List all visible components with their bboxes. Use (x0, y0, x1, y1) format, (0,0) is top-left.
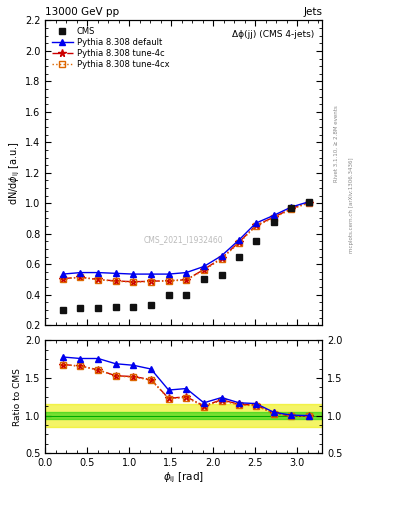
Pythia 8.308 default (61, 271, 65, 277)
Pythia 8.308 tune-4cx (289, 206, 294, 212)
Pythia 8.308 default (237, 237, 242, 243)
Text: mcplots.cern.ch [arXiv:1306.3436]: mcplots.cern.ch [arXiv:1306.3436] (349, 157, 354, 252)
Pythia 8.308 tune-4c (113, 278, 118, 284)
CMS (184, 292, 189, 298)
CMS (149, 302, 153, 308)
CMS (113, 304, 118, 310)
Pythia 8.308 tune-4c (149, 278, 153, 284)
Pythia 8.308 default (149, 271, 153, 277)
Pythia 8.308 tune-4c (96, 276, 101, 283)
Pythia 8.308 tune-4c (202, 266, 206, 272)
Pythia 8.308 tune-4c (166, 278, 171, 284)
Text: Δϕ(jj) (CMS 4-jets): Δϕ(jj) (CMS 4-jets) (232, 30, 314, 38)
Text: CMS_2021_I1932460: CMS_2021_I1932460 (144, 236, 224, 244)
Line: Pythia 8.308 tune-4c: Pythia 8.308 tune-4c (59, 199, 313, 286)
Pythia 8.308 tune-4cx (237, 240, 242, 246)
CMS (202, 276, 206, 283)
Pythia 8.308 default (307, 199, 311, 205)
Y-axis label: Ratio to CMS: Ratio to CMS (13, 368, 22, 426)
Legend: CMS, Pythia 8.308 default, Pythia 8.308 tune-4c, Pythia 8.308 tune-4cx: CMS, Pythia 8.308 default, Pythia 8.308 … (50, 25, 172, 72)
Pythia 8.308 default (219, 253, 224, 259)
Pythia 8.308 tune-4cx (202, 267, 206, 273)
Pythia 8.308 default (271, 212, 276, 219)
CMS (78, 305, 83, 311)
CMS (166, 292, 171, 298)
Text: 13000 GeV pp: 13000 GeV pp (45, 8, 119, 17)
X-axis label: $\phi_{\rm ij}$ [rad]: $\phi_{\rm ij}$ [rad] (163, 471, 204, 485)
Text: Jets: Jets (303, 8, 322, 17)
Text: Rivet 3.1.10, ≥ 2.8M events: Rivet 3.1.10, ≥ 2.8M events (334, 105, 338, 182)
Pythia 8.308 tune-4cx (113, 278, 118, 284)
Pythia 8.308 tune-4c (184, 276, 189, 283)
Pythia 8.308 tune-4cx (166, 278, 171, 284)
Pythia 8.308 default (131, 271, 136, 277)
Pythia 8.308 tune-4c (289, 205, 294, 211)
Line: Pythia 8.308 default: Pythia 8.308 default (60, 199, 312, 277)
Pythia 8.308 tune-4cx (219, 256, 224, 262)
CMS (61, 307, 65, 313)
Pythia 8.308 tune-4c (271, 214, 276, 220)
Pythia 8.308 tune-4c (253, 222, 258, 228)
Pythia 8.308 tune-4cx (184, 277, 189, 283)
Pythia 8.308 tune-4cx (96, 276, 101, 283)
Pythia 8.308 default (184, 269, 189, 275)
Pythia 8.308 tune-4c (131, 279, 136, 285)
Pythia 8.308 default (289, 204, 294, 210)
Pythia 8.308 tune-4c (61, 275, 65, 282)
CMS (237, 253, 242, 260)
Pythia 8.308 tune-4cx (307, 200, 311, 206)
Pythia 8.308 default (113, 270, 118, 276)
Pythia 8.308 tune-4cx (131, 279, 136, 285)
CMS (253, 238, 258, 244)
Pythia 8.308 tune-4cx (253, 223, 258, 229)
Line: Pythia 8.308 tune-4cx: Pythia 8.308 tune-4cx (60, 200, 312, 285)
CMS (271, 219, 276, 225)
Pythia 8.308 tune-4cx (271, 215, 276, 221)
CMS (131, 304, 136, 310)
CMS (289, 205, 294, 211)
Pythia 8.308 tune-4cx (149, 279, 153, 285)
Line: CMS: CMS (60, 199, 312, 313)
Pythia 8.308 default (253, 220, 258, 226)
Bar (45, 412, 322, 419)
Pythia 8.308 tune-4c (78, 274, 83, 280)
Pythia 8.308 tune-4c (237, 239, 242, 245)
Pythia 8.308 tune-4cx (61, 276, 65, 282)
Y-axis label: dN/d$\phi_{\rm ij}$ [a.u.]: dN/d$\phi_{\rm ij}$ [a.u.] (7, 141, 22, 205)
Pythia 8.308 default (96, 269, 101, 275)
CMS (96, 305, 101, 311)
Bar (45, 404, 322, 427)
Pythia 8.308 tune-4c (219, 255, 224, 261)
Pythia 8.308 default (78, 269, 83, 275)
Pythia 8.308 tune-4c (307, 200, 311, 206)
Pythia 8.308 default (166, 271, 171, 277)
CMS (307, 199, 311, 205)
Pythia 8.308 tune-4cx (78, 274, 83, 281)
CMS (219, 272, 224, 278)
Pythia 8.308 default (202, 263, 206, 269)
